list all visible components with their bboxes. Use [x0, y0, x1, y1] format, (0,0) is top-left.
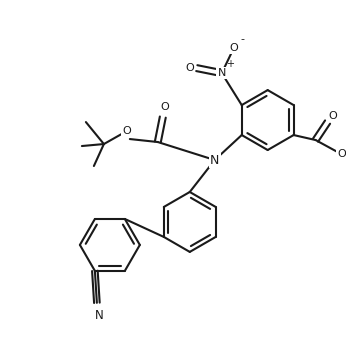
Text: O: O [122, 126, 131, 136]
Text: N: N [218, 68, 226, 78]
Text: N: N [94, 309, 103, 322]
Text: O: O [328, 111, 337, 121]
Text: O: O [185, 63, 194, 73]
Text: +: + [226, 59, 234, 69]
Text: -: - [241, 34, 245, 44]
Text: N: N [210, 154, 219, 167]
Text: O: O [229, 43, 238, 53]
Text: O: O [337, 149, 346, 159]
Text: O: O [161, 102, 169, 112]
